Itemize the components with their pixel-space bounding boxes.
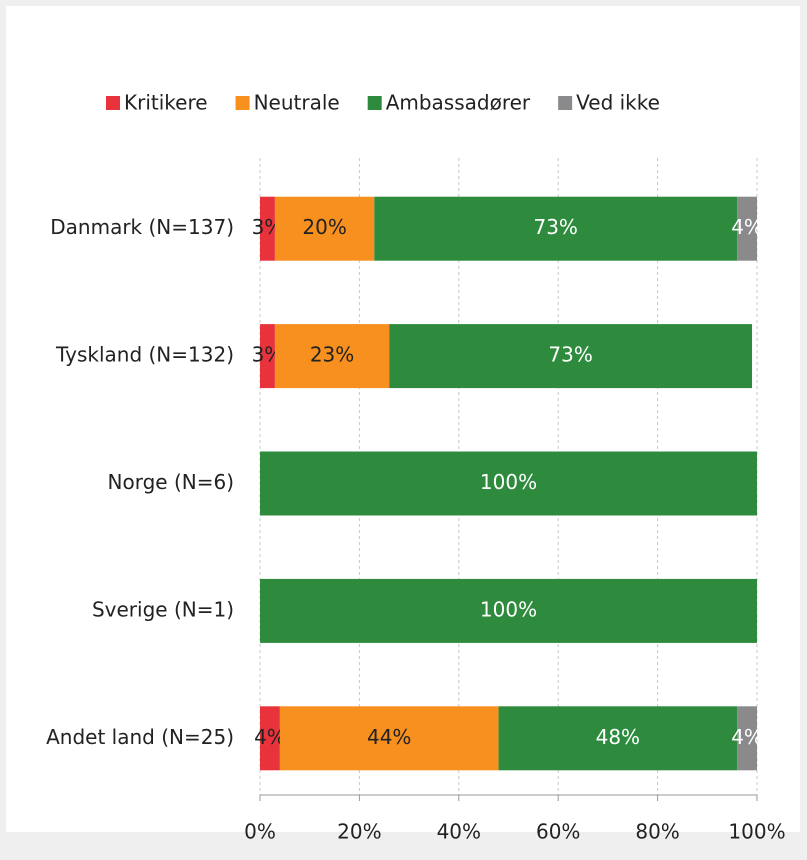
bar-segment	[498, 706, 738, 771]
x-tick-label: 60%	[536, 820, 580, 844]
bar-segment	[274, 196, 375, 261]
bar-segment	[260, 706, 280, 771]
data-label: 20%	[302, 215, 346, 239]
legend-label: Kritikere	[124, 91, 208, 115]
y-tick-label: Andet land (N=25)	[46, 725, 234, 749]
data-label: 73%	[533, 215, 577, 239]
legend-swatch	[235, 96, 250, 110]
data-label: 100%	[480, 470, 537, 494]
y-tick-label: Sverige (N=1)	[92, 597, 234, 621]
x-tick-label: 100%	[728, 820, 785, 844]
bar-segment	[274, 324, 390, 389]
bar-segment	[737, 706, 757, 771]
bar-segment	[279, 706, 499, 771]
bar-segment	[737, 196, 757, 261]
legend-label: Neutrale	[254, 91, 340, 115]
x-tick-label: 20%	[337, 820, 381, 844]
legend-swatch	[367, 96, 382, 110]
legend-label: Ved ikke	[576, 91, 660, 115]
x-tick-label: 0%	[244, 820, 276, 844]
data-label: 44%	[367, 725, 411, 749]
bar-segment	[260, 324, 275, 389]
bar-segment	[374, 196, 738, 261]
data-label: 23%	[310, 343, 354, 367]
bar-segment	[260, 196, 275, 261]
x-tick-label: 80%	[635, 820, 679, 844]
bar-segment	[260, 451, 757, 516]
data-label: 4%	[731, 215, 763, 239]
y-tick-label: Norge (N=6)	[108, 470, 234, 494]
data-label: 100%	[480, 597, 537, 621]
legend-swatch	[558, 96, 573, 110]
bar-segment	[260, 578, 757, 643]
legend-label: Ambassadører	[386, 91, 531, 115]
data-label: 48%	[596, 725, 640, 749]
legend-swatch	[106, 96, 120, 110]
data-label: 4%	[731, 725, 763, 749]
data-label: 73%	[548, 343, 592, 367]
y-tick-label: Danmark (N=137)	[50, 215, 234, 239]
bar-segment	[389, 324, 753, 389]
y-tick-label: Tyskland (N=132)	[55, 343, 234, 367]
x-tick-label: 40%	[437, 820, 481, 844]
chart-panel	[6, 6, 800, 832]
